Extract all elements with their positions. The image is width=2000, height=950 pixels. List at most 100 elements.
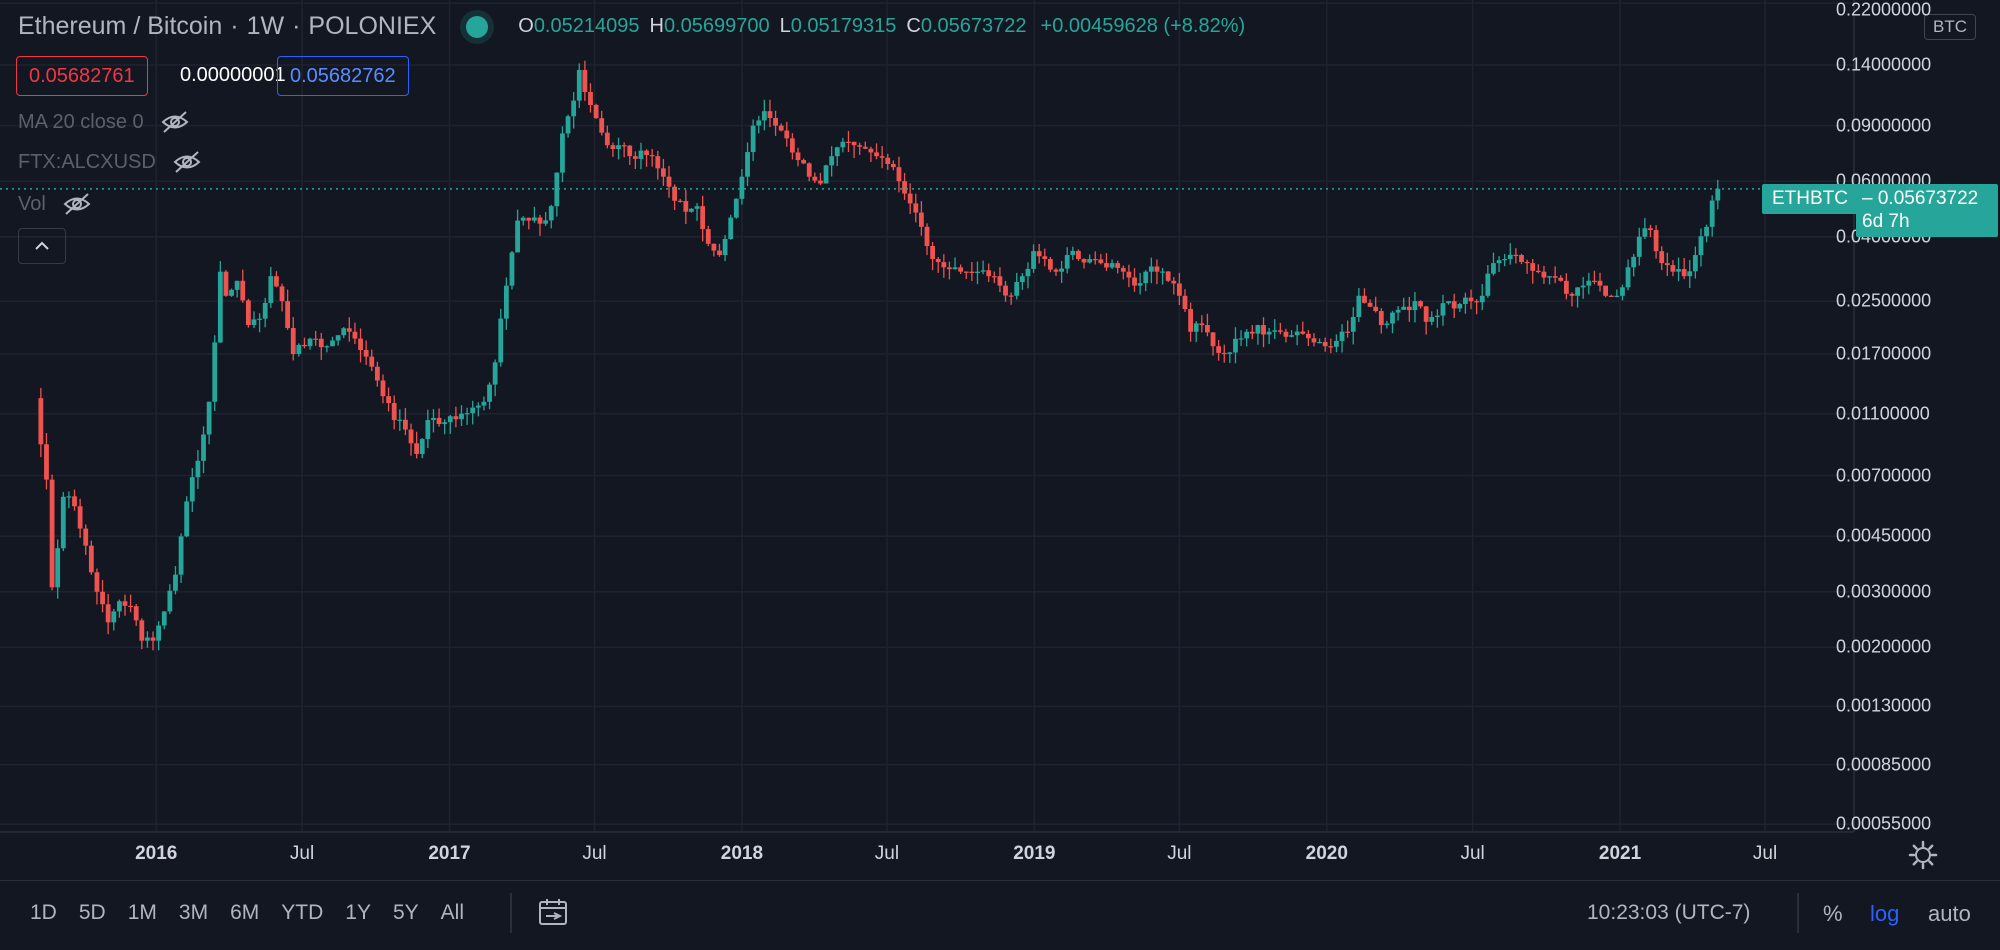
- candle-body: [1345, 331, 1351, 333]
- candle-body: [1586, 280, 1592, 286]
- collapse-legend-button[interactable]: [18, 228, 66, 264]
- candle-body: [313, 338, 319, 340]
- candle-body: [1092, 259, 1098, 261]
- calendar-range-icon[interactable]: [538, 897, 570, 927]
- candle-body: [1603, 285, 1609, 296]
- candle-body: [1266, 331, 1272, 335]
- candle-body: [1412, 301, 1418, 311]
- log-scale-toggle[interactable]: log: [1870, 901, 1900, 926]
- candle-body: [862, 146, 868, 149]
- eye-crossed-icon[interactable]: [62, 192, 92, 216]
- eye-crossed-icon[interactable]: [172, 150, 202, 174]
- candle-body: [1098, 259, 1104, 264]
- candle-body: [1423, 306, 1429, 322]
- candle-body: [1148, 266, 1154, 272]
- low-value: 0.05179315: [790, 15, 897, 37]
- candle-body: [1446, 301, 1451, 304]
- interval-label[interactable]: 1W: [246, 12, 285, 40]
- candle-body: [442, 422, 448, 425]
- candle-body: [593, 104, 599, 119]
- candle-body: [795, 152, 801, 161]
- candle-body: [492, 362, 498, 385]
- candle-body: [851, 141, 857, 146]
- candle-body: [262, 302, 268, 319]
- auto-scale-toggle[interactable]: auto: [1928, 901, 1971, 926]
- candle-body: [1053, 269, 1059, 272]
- candle-body: [1704, 226, 1709, 237]
- candle-body: [1530, 263, 1536, 271]
- candle-body: [1238, 338, 1244, 340]
- candle-body: [1687, 271, 1693, 277]
- candle-body: [1378, 311, 1384, 326]
- candle-body: [1047, 259, 1053, 270]
- range-1d[interactable]: 1D: [30, 901, 57, 924]
- candle-body: [1401, 306, 1407, 310]
- range-5d[interactable]: 5D: [78, 901, 106, 924]
- high-value: 0.05699700: [663, 15, 770, 37]
- range-all[interactable]: All: [440, 901, 464, 924]
- toolbar-divider: [510, 893, 512, 933]
- candle-body: [391, 403, 397, 421]
- candle-body: [330, 340, 335, 347]
- candle-body: [1552, 276, 1558, 278]
- candle-body: [133, 606, 139, 621]
- candle-body: [1261, 325, 1266, 335]
- candle-body: [991, 276, 997, 278]
- candle-body: [436, 417, 442, 425]
- candle-body: [346, 328, 352, 332]
- candle-body: [1070, 250, 1076, 256]
- candle-body: [655, 156, 661, 169]
- candle-body: [369, 356, 375, 367]
- candle-body: [554, 172, 560, 207]
- range-ytd[interactable]: YTD: [281, 901, 324, 924]
- candle-body: [1109, 263, 1115, 268]
- candle-body: [251, 319, 257, 326]
- currency-badge[interactable]: BTC: [1924, 14, 1976, 40]
- candle-body: [1468, 297, 1474, 302]
- candle-body: [689, 208, 694, 212]
- candle-body: [1076, 250, 1081, 260]
- candle-body: [1356, 295, 1362, 318]
- range-3m[interactable]: 3M: [178, 901, 209, 924]
- candle-body: [447, 416, 453, 423]
- range-1m[interactable]: 1M: [127, 901, 157, 924]
- candle-body: [576, 70, 582, 101]
- indicator-label: MA 20 close 0: [18, 110, 144, 133]
- change-value: +0.00459628 (+8.82%): [1040, 15, 1246, 37]
- price-chart[interactable]: [0, 0, 2000, 880]
- indicator-compare[interactable]: FTX:ALCXUSD: [18, 150, 202, 174]
- candle-body: [918, 212, 924, 227]
- sell-price-button[interactable]: 0.05682761: [16, 56, 148, 96]
- candle-body: [969, 271, 975, 274]
- candle-body: [1120, 267, 1126, 272]
- symbol-name[interactable]: Ethereum / Bitcoin: [18, 12, 223, 40]
- eye-crossed-icon[interactable]: [160, 110, 190, 134]
- indicator-volume[interactable]: Vol: [18, 192, 92, 216]
- spread-value: 0.00000001: [180, 64, 286, 86]
- range-5y[interactable]: 5Y: [392, 901, 419, 924]
- gear-icon[interactable]: [1908, 840, 1938, 870]
- candle-body: [1620, 287, 1625, 296]
- exchange-label[interactable]: POLONIEX: [308, 12, 437, 40]
- symbol-legend[interactable]: Ethereum / Bitcoin · 1W · POLONIEX O0.05…: [18, 12, 1245, 41]
- close-value: 0.05673722: [920, 15, 1027, 37]
- time-tick-label: Jul: [289, 843, 315, 864]
- candle-body: [1160, 271, 1165, 273]
- candle-body: [683, 201, 689, 212]
- candle-body: [1014, 282, 1020, 296]
- range-1y[interactable]: 1Y: [345, 901, 371, 924]
- candle-body: [700, 206, 706, 230]
- buy-price-button[interactable]: 0.05682762: [277, 56, 409, 96]
- candle-body: [139, 620, 145, 641]
- range-6m[interactable]: 6M: [230, 901, 260, 924]
- clock-timezone[interactable]: 10:23:03 (UTC-7): [1587, 901, 1751, 924]
- candle-body: [116, 601, 122, 612]
- indicator-ma[interactable]: MA 20 close 0: [18, 110, 190, 134]
- candle-body: [358, 338, 363, 351]
- close-label: C: [906, 15, 921, 37]
- percent-scale-toggle[interactable]: %: [1823, 901, 1843, 926]
- candle-body: [1081, 259, 1087, 263]
- price-tick-label: 0.00130000: [1836, 695, 1932, 716]
- candle-body: [487, 384, 492, 402]
- candle-body: [1507, 254, 1513, 260]
